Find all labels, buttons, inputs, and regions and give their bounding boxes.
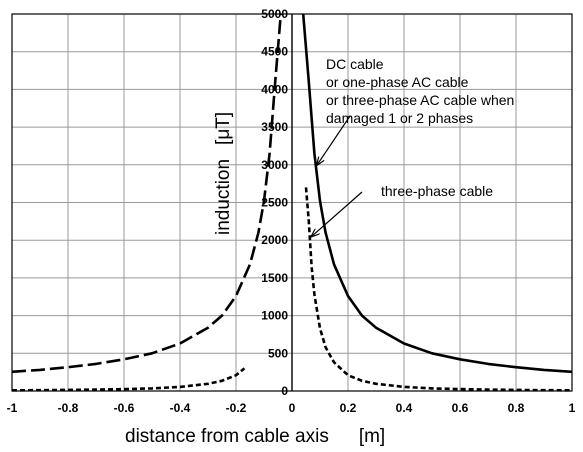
y-tick-label: 3000 <box>261 158 288 172</box>
y-tick-label: 4000 <box>261 82 288 96</box>
y-tick-label: 1000 <box>261 309 288 323</box>
y-tick-label: 2500 <box>261 196 288 210</box>
x-tick-label: 1 <box>569 401 576 415</box>
series-line-short-dash <box>304 187 573 392</box>
y-axis-unit: [μT] <box>213 112 234 145</box>
x-tick-label: -0.8 <box>58 401 79 415</box>
series-layer <box>11 13 573 392</box>
y-axis-label: induction <box>213 159 234 235</box>
y-tick-label: 0 <box>281 384 288 398</box>
plot-frame <box>11 13 573 392</box>
x-tick-labels: -1 -0.8 -0.6 -0.4 -0.2 0 0.2 0.4 0.6 0.8 1 <box>7 401 576 415</box>
annotation-arrow <box>312 191 363 236</box>
annotation-text: three-phase cable <box>381 183 493 199</box>
y-tick-label: 2000 <box>261 233 288 247</box>
annotation-arrow <box>317 115 351 165</box>
x-tick-label: -0.6 <box>114 401 135 415</box>
series-line-short-dash <box>11 367 246 392</box>
y-tick-label: 5000 <box>261 7 288 21</box>
series-line-solid <box>301 13 573 374</box>
x-tick-label: -1 <box>7 401 18 415</box>
x-tick-label: 0.8 <box>508 401 525 415</box>
x-tick-label: 0.2 <box>340 401 357 415</box>
annotation-text: or one-phase AC cable <box>326 74 469 90</box>
annotation-text: damaged 1 or 2 phases <box>326 110 473 126</box>
y-tick-label: 3500 <box>261 120 288 134</box>
x-tick-label: 0.6 <box>452 401 469 415</box>
y-tick-label: 4500 <box>261 45 288 59</box>
y-tick-label: 1500 <box>261 271 288 285</box>
y-tick-label: 500 <box>268 346 288 360</box>
x-axis-unit: [m] <box>359 426 385 447</box>
x-axis-title: distance from cable axis [m] <box>125 426 385 447</box>
x-tick-label: -0.4 <box>170 401 191 415</box>
series-line-long-dash <box>11 13 283 374</box>
y-axis-title: induction [μT] <box>213 112 234 235</box>
y-tick-labels: 0 500 1000 1500 2000 2500 3000 3500 4000 4500 5000 <box>261 7 288 398</box>
annotation-text: or three-phase AC cable when <box>326 92 514 108</box>
annotation-text: DC cable <box>326 56 384 72</box>
x-tick-label: 0.4 <box>396 401 413 415</box>
annotations: DC cable or one-phase AC cable or three-ph… <box>312 56 514 236</box>
x-tick-label: -0.2 <box>226 401 247 415</box>
x-tick-label: 0 <box>289 401 296 415</box>
x-axis-label: distance from cable axis <box>125 426 329 447</box>
